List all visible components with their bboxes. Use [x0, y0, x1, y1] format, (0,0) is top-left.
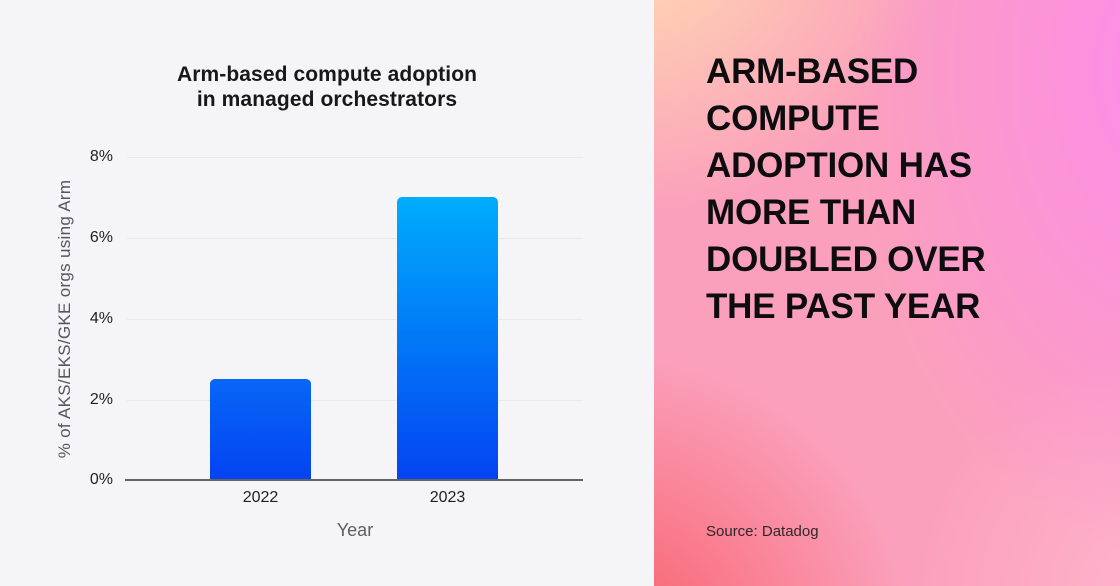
hero-panel: ARM-BASED COMPUTE ADOPTION HAS MORE THAN… — [654, 0, 1120, 586]
headline-line-5: DOUBLED OVER — [706, 240, 986, 279]
y-tick-6pct: 6% — [89, 229, 113, 246]
headline-line-3: ADOPTION HAS — [706, 146, 972, 185]
chart-title-line-1: Arm-based compute adoption — [176, 63, 478, 86]
x-tick-2022: 2022 — [242, 489, 279, 506]
headline-line-6: THE PAST YEAR — [706, 287, 981, 326]
chart-title: Arm-based compute adoption in managed or… — [0, 62, 654, 112]
hero-headline: ARM-BASED COMPUTE ADOPTION HAS MORE THAN… — [706, 48, 1086, 330]
y-tick-2pct: 2% — [89, 391, 113, 408]
chart-panel: Arm-based compute adoption in managed or… — [0, 62, 654, 540]
bar-2022 — [210, 379, 311, 480]
x-axis-label: Year — [336, 520, 374, 540]
chart-title-line-2: in managed orchestrators — [196, 88, 458, 111]
headline-line-2: COMPUTE — [706, 99, 880, 138]
gridline-8pct — [127, 157, 583, 158]
source-attribution: Source: Datadog — [706, 523, 819, 540]
y-tick-0pct: 0% — [89, 471, 113, 488]
x-axis-line — [125, 479, 583, 481]
x-tick-2023: 2023 — [429, 489, 466, 506]
y-tick-8pct: 8% — [89, 148, 113, 165]
bar-2023 — [397, 197, 498, 480]
gridline-4pct — [127, 319, 583, 320]
y-axis-label: % of AKS/EKS/GKE orgs using Arm — [55, 179, 74, 459]
gridline-2pct — [127, 400, 583, 401]
y-tick-4pct: 4% — [89, 310, 113, 327]
headline-line-4: MORE THAN — [706, 193, 917, 232]
headline-line-1: ARM-BASED — [706, 52, 919, 91]
gridline-6pct — [127, 238, 583, 239]
